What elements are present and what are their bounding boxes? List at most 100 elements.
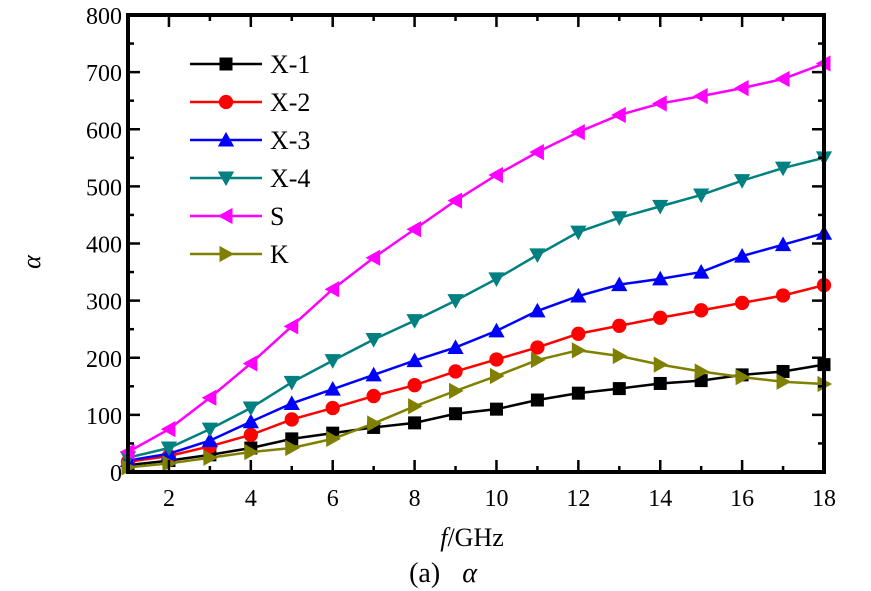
- data-point-X-2: [653, 310, 668, 325]
- series-X-3: [119, 225, 833, 468]
- data-point-X-1: [530, 393, 544, 407]
- data-point-K: [244, 443, 259, 461]
- legend-entry-K: K: [190, 240, 289, 269]
- data-point-S: [529, 143, 544, 161]
- data-point-S: [652, 95, 667, 112]
- data-point-X-2: [571, 326, 586, 341]
- data-point-K: [449, 382, 464, 400]
- legend-entry-X-1: X-1: [190, 50, 310, 79]
- data-point-X-2: [366, 388, 381, 404]
- data-point-X-3: [733, 247, 751, 263]
- data-point-K: [489, 367, 505, 385]
- x-tick-label: 10: [484, 486, 508, 512]
- data-point-S: [611, 106, 626, 124]
- data-point-K: [612, 347, 628, 365]
- data-point-X-3: [529, 302, 546, 318]
- caption-prefix: (a): [409, 558, 440, 589]
- data-point-X-4: [283, 375, 300, 391]
- data-point-S: [406, 221, 422, 238]
- data-point-X-4: [160, 441, 178, 457]
- y-tick-label: 500: [86, 175, 122, 201]
- data-point-X-4: [774, 161, 792, 177]
- legend-marker: [219, 57, 233, 71]
- data-point-X-4: [242, 401, 259, 417]
- data-point-X-2: [734, 295, 750, 311]
- series-line-X-4: [127, 156, 825, 459]
- data-point-K: [203, 449, 219, 466]
- data-point-X-4: [406, 314, 423, 329]
- data-point-K: [326, 430, 341, 447]
- legend-label: X-3: [270, 126, 310, 155]
- y-tick-label: 400: [86, 233, 122, 259]
- data-point-X-4: [611, 211, 628, 226]
- data-point-S: [488, 166, 503, 184]
- legend-label: X-1: [270, 50, 310, 79]
- data-point-X-2: [530, 340, 545, 355]
- legend-entry-X-4: X-4: [190, 164, 310, 193]
- data-point-X-4: [693, 188, 710, 204]
- legend-entry-S: S: [190, 202, 284, 231]
- data-point-X-1: [489, 402, 503, 416]
- series-S: [119, 55, 831, 461]
- data-point-X-3: [570, 287, 587, 303]
- y-tick-label: 300: [86, 290, 122, 316]
- data-point-X-3: [406, 352, 423, 368]
- legend-label: S: [270, 202, 284, 231]
- legend-marker: [219, 245, 235, 263]
- data-point-S: [324, 281, 340, 298]
- x-tick-label: 6: [327, 486, 339, 512]
- legend-marker: [217, 171, 235, 187]
- data-point-X-2: [407, 378, 422, 393]
- figure-caption: (a) α: [409, 558, 478, 589]
- data-point-X-3: [365, 366, 382, 382]
- data-point-X-1: [571, 386, 585, 400]
- data-point-X-4: [652, 199, 669, 215]
- x-tick-label: 2: [163, 486, 175, 512]
- data-point-K: [735, 369, 751, 386]
- series-X-2: [120, 278, 832, 469]
- x-tick-label: 12: [566, 486, 590, 512]
- data-point-X-2: [325, 400, 340, 416]
- data-point-X-3: [693, 263, 710, 279]
- data-point-S: [693, 87, 708, 105]
- plot-area: [119, 13, 833, 476]
- y-tick-label: 600: [86, 118, 122, 144]
- data-point-X-3: [652, 270, 669, 286]
- data-point-K: [285, 439, 300, 457]
- data-point-K: [694, 363, 710, 380]
- data-point-K: [530, 351, 546, 369]
- data-point-X-3: [283, 395, 300, 410]
- legend-label: K: [270, 240, 289, 269]
- data-point-X-4: [488, 272, 505, 288]
- x-axis-label: f/GHz: [440, 523, 504, 552]
- data-point-S: [447, 192, 463, 209]
- data-point-X-2: [284, 412, 299, 427]
- data-point-S: [283, 318, 299, 335]
- y-tick-label: 800: [86, 4, 122, 30]
- y-axis-label: α: [17, 254, 46, 269]
- plot-frame: [126, 13, 826, 474]
- x-tick-label: 14: [648, 486, 672, 512]
- legend-label: X-2: [270, 88, 310, 117]
- legend-entry-X-3: X-3: [190, 126, 310, 155]
- y-tick-label: 100: [86, 404, 122, 430]
- data-point-S: [570, 123, 585, 141]
- data-point-X-4: [365, 332, 382, 348]
- y-tick-label: 0: [110, 461, 122, 487]
- data-point-X-4: [201, 422, 219, 438]
- data-point-X-2: [694, 303, 709, 318]
- data-point-S: [242, 355, 258, 372]
- series-line-K: [127, 349, 825, 469]
- data-point-X-3: [447, 339, 464, 354]
- data-point-X-1: [612, 382, 626, 396]
- data-point-X-1: [408, 416, 422, 430]
- data-point-X-3: [324, 381, 341, 396]
- data-point-S: [160, 421, 176, 438]
- x-tick-label: 16: [730, 486, 754, 512]
- series-line-S: [127, 62, 825, 454]
- x-tick-label: 4: [245, 486, 257, 512]
- legend-entry-X-2: X-2: [190, 88, 310, 117]
- data-point-K: [653, 356, 669, 373]
- caption-symbol: α: [462, 558, 478, 589]
- y-tick-label: 200: [86, 347, 122, 373]
